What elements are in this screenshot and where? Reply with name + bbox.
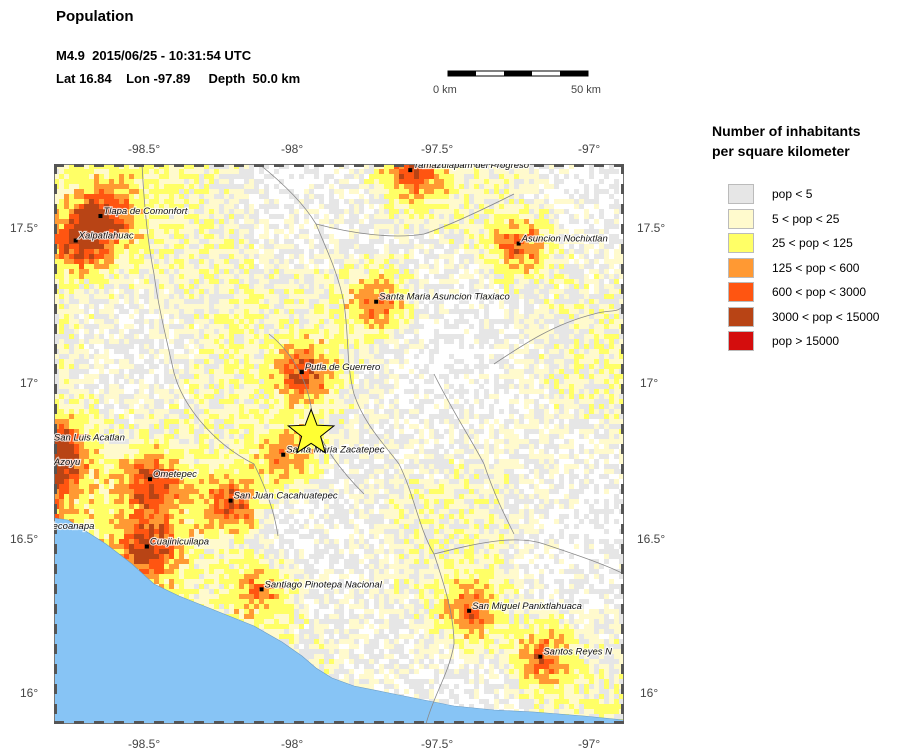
legend-item: pop < 5 — [728, 184, 898, 204]
lon-tick-label: -97° — [578, 737, 601, 751]
legend-label: 25 < pop < 125 — [772, 236, 853, 250]
legend-swatch — [728, 184, 754, 204]
scale-end-label: 50 km — [571, 84, 601, 96]
city-label: Cuajinicuilapa — [150, 537, 209, 548]
city-dot — [408, 168, 413, 173]
city-label: Tlapa de Comonfort — [103, 206, 187, 217]
city-marker: TecoanapaTecoanapa — [54, 520, 95, 533]
legend-item: 125 < pop < 600 — [728, 257, 898, 278]
lat-tick-label: 17° — [20, 376, 39, 390]
epicenter-star-icon — [286, 407, 336, 454]
ocean-area — [54, 517, 624, 724]
legend-item: 3000 < pop < 15000 — [728, 306, 898, 327]
lon-tick-label: -97.5° — [421, 737, 454, 751]
legend-label: 3000 < pop < 15000 — [772, 309, 880, 324]
lon-tick-label: -98° — [281, 737, 304, 751]
legend-title-line1: Number of inhabitants — [712, 123, 861, 139]
lat-tick-label: 16.5° — [637, 532, 666, 546]
city-label: San Luis Acatlan — [54, 432, 125, 443]
legend-item: 600 < pop < 3000 — [728, 282, 898, 302]
city-dot — [144, 544, 149, 549]
lat-tick-label: 16° — [640, 686, 659, 700]
legend-swatch — [728, 208, 754, 229]
city-label: Tamazulapam del Progreso — [413, 164, 529, 171]
city-label: Ometepec — [153, 469, 197, 480]
lat-tick-label: 17° — [640, 376, 659, 390]
lon-tick-label: -98.5° — [128, 737, 161, 751]
legend-label: 125 < pop < 600 — [772, 260, 860, 275]
city-dot — [98, 214, 103, 219]
city-label: Santa Maria Zacatepec — [286, 445, 384, 456]
city-label: Santos Reyes N — [543, 647, 612, 658]
city-label: Putla de Guerrero — [305, 362, 381, 373]
lon-tick-label: -97.5° — [421, 142, 454, 156]
legend-item: 25 < pop < 125 — [728, 233, 898, 253]
scale-start-label: 0 km — [433, 84, 457, 96]
lat-tick-label: 16.5° — [10, 532, 39, 546]
city-dot — [374, 299, 379, 304]
city-label: Asuncion Nochixtlan — [521, 234, 608, 245]
lon-tick-label: -98° — [281, 142, 304, 156]
legend-swatch — [728, 233, 754, 253]
city-dot — [516, 241, 521, 246]
city-dot — [73, 238, 78, 243]
city-dot — [467, 608, 472, 613]
legend-label: 600 < pop < 3000 — [772, 285, 867, 299]
legend-swatch — [728, 257, 754, 278]
city-dot — [281, 452, 286, 457]
city-label: Azoyu — [54, 457, 81, 468]
city-dot — [538, 654, 543, 659]
city-label: San Juan Cacahuatepec — [234, 491, 338, 502]
legend-item: pop > 15000 — [728, 331, 898, 351]
scale-bar — [447, 70, 589, 77]
lat-tick-label: 17.5° — [10, 221, 39, 235]
lat-tick-label: 17.5° — [637, 221, 666, 235]
event-info-line: M4.9 2015/06/25 - 10:31:54 UTC — [56, 48, 252, 63]
city-label: Xalpatlahuac — [78, 231, 134, 242]
city-label: Santiago Pinotepa Nacional — [265, 579, 383, 590]
city-dot — [148, 477, 153, 482]
population-map[interactable]: Tlapa de Comonfort Tlapa de Comonfort Xalp… — [54, 164, 624, 724]
legend-swatch — [728, 331, 754, 351]
legend-item: 5 < pop < 25 — [728, 208, 898, 229]
legend-title-line2: per square kilometer — [712, 143, 850, 159]
legend-label: 5 < pop < 25 — [772, 211, 840, 226]
city-dot — [228, 498, 233, 503]
city-label: San Miguel Panixtlahuaca — [472, 601, 582, 612]
lon-tick-label: -98.5° — [128, 142, 161, 156]
location-info-line: Lat 16.84 Lon -97.89 Depth 50.0 km — [56, 71, 301, 86]
lon-tick-label: -97° — [578, 142, 601, 156]
legend-swatch — [728, 306, 754, 327]
city-label: Tecoanapa — [54, 521, 94, 532]
city-dot — [259, 587, 264, 592]
city-label: Santa Maria Asuncion Tlaxiaco — [379, 292, 510, 303]
city-dot — [299, 370, 304, 375]
legend-label: pop < 5 — [772, 187, 813, 201]
legend-label: pop > 15000 — [772, 334, 840, 348]
lat-tick-label: 16° — [20, 686, 39, 700]
map-title: Population — [56, 8, 134, 25]
legend-swatch — [728, 282, 754, 302]
legend-title: Number of inhabitants per square kilomet… — [712, 121, 861, 161]
